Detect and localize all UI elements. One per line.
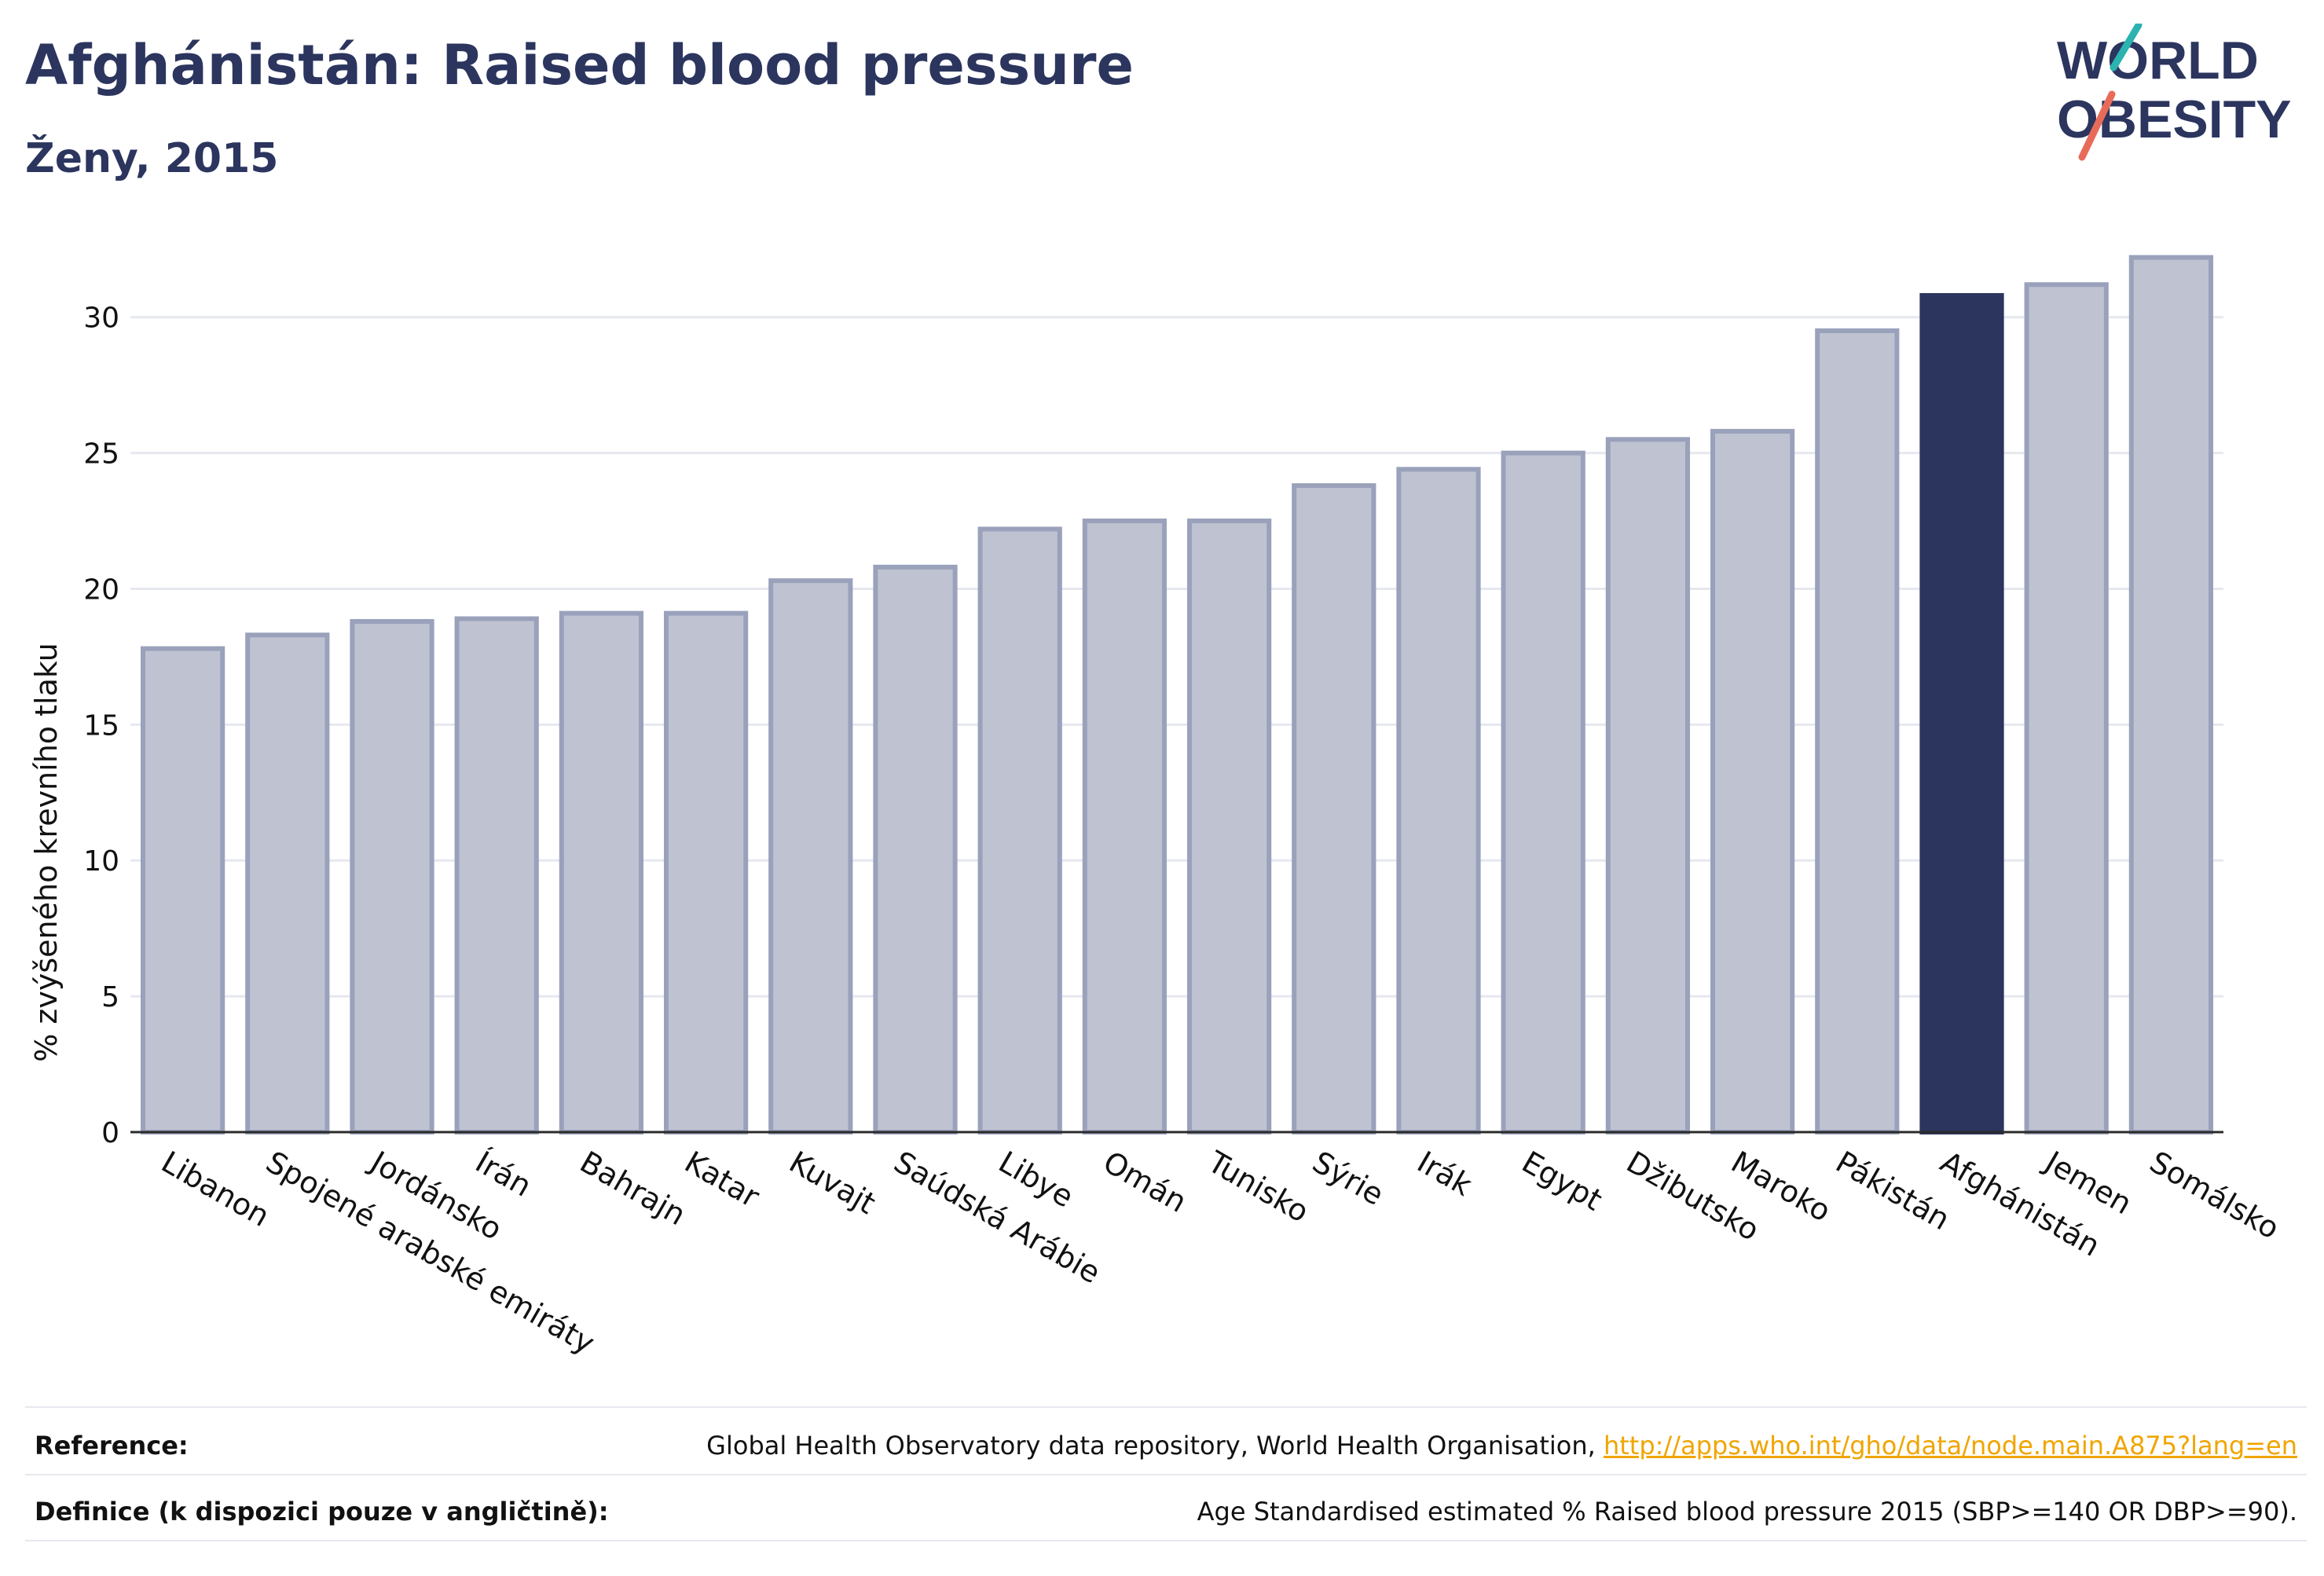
y-tick-label: 15 [83, 709, 119, 742]
bar-írán [454, 616, 539, 1134]
logo-word-1: WORLD [2057, 31, 2259, 90]
world-obesity-logo: WORLD OBESITY [2051, 24, 2310, 165]
bar-afghánistán [1919, 293, 2004, 1135]
bar-katar [663, 610, 749, 1134]
footer-divider-top [25, 1406, 2307, 1408]
x-tick-label: Somálsko [2144, 1145, 2286, 1246]
y-axis-label: % zvýšeného krevního tlaku [29, 643, 64, 1062]
definition-text: Age Standardised estimated % Raised bloo… [1197, 1497, 2297, 1527]
bars [140, 255, 2214, 1135]
bar-irák [1396, 467, 1481, 1134]
bar-tunisko [1186, 519, 1272, 1134]
bar-egypt [1501, 450, 1585, 1134]
y-tick-label: 0 [101, 1117, 119, 1149]
reference-value: Global Health Observatory data repositor… [706, 1431, 2297, 1461]
bar-spojené-arabské-emiráty [245, 632, 330, 1134]
reference-text: Global Health Observatory data repositor… [706, 1431, 1604, 1461]
y-tick-label: 30 [83, 302, 119, 335]
footer-divider-bottom [25, 1540, 2307, 1541]
bar-džibutsko [1605, 437, 1691, 1134]
definition-label: Definice (k dispozici pouze v angličtině… [35, 1497, 609, 1527]
footer-divider-middle [25, 1474, 2307, 1475]
x-tick-label: Kuvajt [783, 1145, 881, 1221]
bar-somálsko [2128, 255, 2214, 1134]
reference-link[interactable]: http://apps.who.int/gho/data/node.main.A… [1603, 1431, 2297, 1461]
x-tick-label: Írán [470, 1145, 537, 1204]
x-tick-label: Irák [1412, 1145, 1478, 1203]
x-tick-label: Katar [679, 1145, 765, 1215]
bar-jemen [2024, 282, 2109, 1135]
x-tick-label: Sýrie [1307, 1145, 1389, 1212]
logo-slash-red-icon [2078, 90, 2116, 161]
page-title: Afghánistán: Raised blood pressure [25, 33, 1134, 97]
logo-slash-teal-icon [2110, 24, 2143, 71]
reference-label: Reference: [35, 1431, 189, 1461]
bar-maroko [1710, 428, 1795, 1134]
y-tick-label: 20 [83, 574, 119, 606]
footer-reference-row: Reference: Global Health Observatory dat… [35, 1414, 2297, 1477]
logo-graphic: WORLD OBESITY [2057, 24, 2292, 161]
bar-libye [977, 526, 1062, 1134]
bar-sýrie [1292, 483, 1376, 1134]
bar-pákistán [1815, 328, 1900, 1134]
bar-bahrajn [559, 610, 644, 1134]
bar-jordánsko [350, 618, 434, 1134]
x-tick-label: Omán [1098, 1145, 1193, 1219]
x-tick-label: Egypt [1516, 1145, 1608, 1218]
bar-kuvajt [768, 578, 853, 1134]
y-tick-label: 10 [83, 845, 119, 878]
page-subtitle: Ženy, 2015 [25, 135, 279, 182]
y-tick-label: 25 [83, 438, 119, 471]
x-tick-label: Libanon [156, 1145, 275, 1233]
x-tick-label: Pákistán [1830, 1145, 1956, 1237]
bar-saúdská-arábie [873, 564, 958, 1134]
x-tick-label: Tunisko [1201, 1144, 1314, 1230]
footer-definition-row: Definice (k dispozici pouze v angličtině… [35, 1480, 2297, 1543]
x-tick-label: Bahrajn [574, 1145, 691, 1233]
logo-word-2: OBESITY [2057, 90, 2292, 149]
grid-lines [130, 316, 2223, 998]
bar-libanon [140, 646, 225, 1134]
bar-omán [1082, 519, 1167, 1134]
y-tick-label: 5 [101, 981, 119, 1013]
